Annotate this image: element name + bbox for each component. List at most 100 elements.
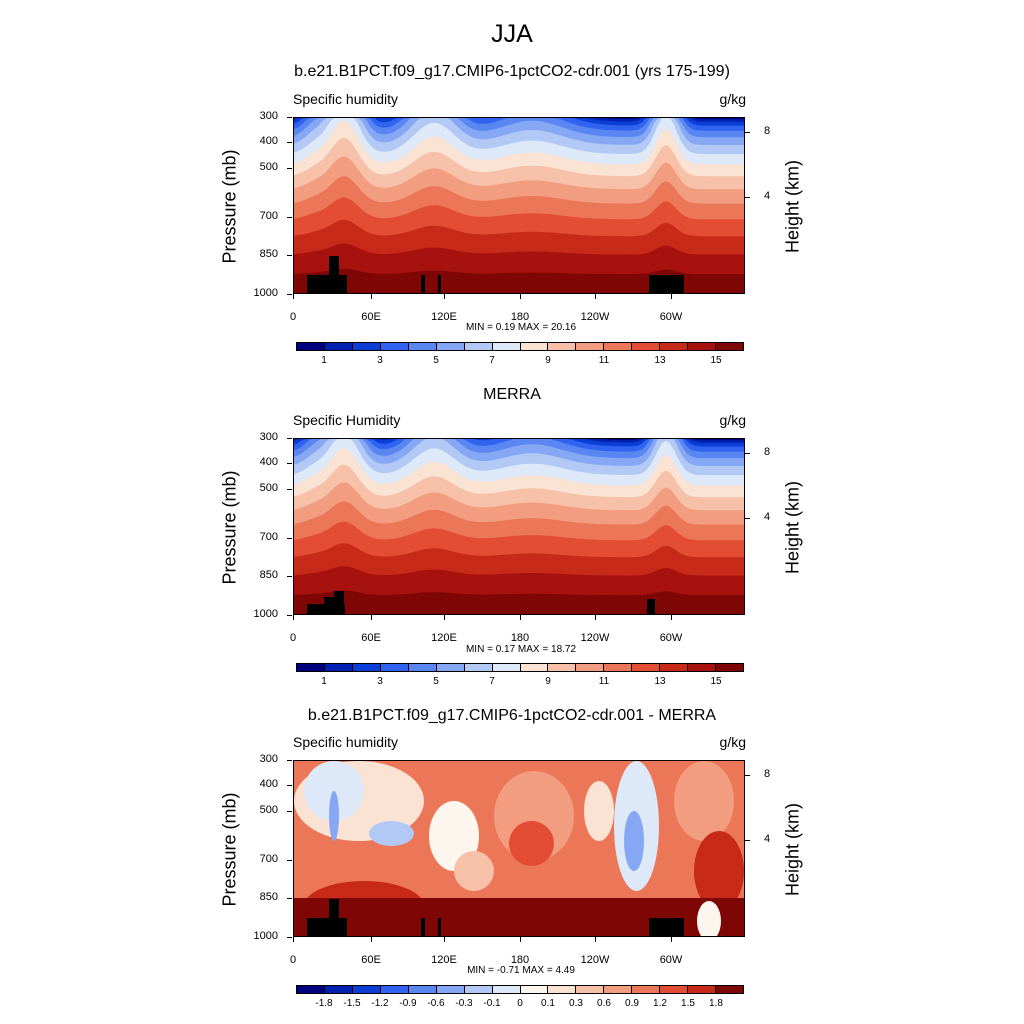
colorbar-swatch <box>632 664 661 671</box>
y2-tick-mark <box>745 452 750 454</box>
y-tick-mark <box>287 167 292 169</box>
colorbar-label: 1.8 <box>709 998 723 1009</box>
topography-mask <box>329 899 339 936</box>
colorbar-label: -1.5 <box>343 998 361 1009</box>
y-tick-label: 700 <box>259 531 278 544</box>
colorbar-swatch <box>576 343 605 350</box>
colorbar-label: 7 <box>489 355 495 366</box>
contour-level <box>697 901 721 936</box>
colorbar-label: 11 <box>598 355 610 366</box>
y-tick-mark <box>287 615 292 616</box>
x-tick-mark <box>520 615 521 620</box>
panel-1-stats: MIN = 0.19 MAX = 20.16 <box>465 322 577 333</box>
colorbar-swatch <box>297 343 325 350</box>
y-tick-mark <box>287 760 292 761</box>
colorbar-swatch <box>464 664 493 671</box>
topography-mask <box>329 256 339 293</box>
colorbar-swatch <box>716 986 743 993</box>
y-tick-mark <box>287 142 292 144</box>
x-tick-mark <box>293 294 294 299</box>
y-tick-label: 850 <box>259 569 278 582</box>
panel-3-colorbar <box>296 985 744 994</box>
topography-mask <box>438 275 441 293</box>
topography-mask <box>438 918 441 936</box>
x-tick-mark <box>293 937 294 942</box>
colorbar-swatch <box>352 664 381 671</box>
colorbar-swatch <box>716 664 743 671</box>
topography-mask <box>324 597 334 614</box>
y2-tick-mark <box>745 774 750 776</box>
colorbar-label: 3 <box>377 676 383 687</box>
colorbar-swatch <box>408 664 437 671</box>
colorbar-swatch <box>464 343 493 350</box>
contour-level <box>294 268 744 293</box>
panel-1-units-label: g/kg <box>719 91 746 107</box>
colorbar-label: 3 <box>377 355 383 366</box>
colorbar-label: -0.6 <box>427 998 445 1009</box>
y-axis-title: Pressure (mb) <box>219 469 240 585</box>
colorbar-swatch <box>576 986 605 993</box>
colorbar-label: 1.5 <box>681 998 695 1009</box>
x-tick-label: 120W <box>580 954 610 966</box>
x-tick-mark <box>371 937 372 942</box>
y-tick-mark <box>287 488 292 490</box>
y2-tick-label: 8 <box>764 767 771 780</box>
colorbar-label: 0 <box>517 998 523 1009</box>
topography-mask <box>421 275 425 293</box>
contour-level <box>584 781 614 841</box>
x-tick-label: 60E <box>361 632 381 644</box>
colorbar-swatch <box>548 986 577 993</box>
y-tick-mark <box>287 538 292 540</box>
x-tick-label: 180 <box>510 311 530 323</box>
x-tick-label: 0 <box>289 311 297 323</box>
colorbar-swatch <box>716 343 743 350</box>
y-tick-label: 1000 <box>253 287 278 299</box>
topography-mask <box>421 918 425 936</box>
panel-2-units-label: g/kg <box>719 412 746 428</box>
y-tick-mark <box>287 860 292 862</box>
y-tick-label: 400 <box>259 778 278 791</box>
colorbar-swatch <box>324 664 353 671</box>
y-tick-label: 300 <box>259 431 278 443</box>
y2-tick-label: 8 <box>764 445 771 458</box>
y2-tick-label: 4 <box>764 189 771 202</box>
y-tick-mark <box>287 294 292 295</box>
x-tick-mark <box>520 937 521 942</box>
colorbar-label: 0.3 <box>569 998 583 1009</box>
x-tick-label: 60E <box>361 311 381 323</box>
y-tick-label: 700 <box>259 853 278 866</box>
panel-2-stats: MIN = 0.17 MAX = 18.72 <box>465 644 577 655</box>
colorbar-swatch <box>604 343 633 350</box>
x-tick-label: 0 <box>289 632 297 644</box>
colorbar-label: -1.2 <box>371 998 389 1009</box>
y-tick-mark <box>287 117 292 118</box>
colorbar-label: 13 <box>654 355 666 366</box>
y-axis-title: Pressure (mb) <box>219 791 240 907</box>
y2-axis-title: Height (km) <box>782 159 803 253</box>
colorbar-swatch <box>492 986 521 993</box>
colorbar-swatch <box>492 343 521 350</box>
y-tick-label: 1000 <box>253 930 278 942</box>
colorbar-label: 15 <box>710 355 722 366</box>
colorbar-swatch <box>632 343 661 350</box>
y2-tick-mark <box>745 839 750 841</box>
panel-1-title: b.e21.B1PCT.f09_g17.CMIP6-1pctCO2-cdr.00… <box>294 63 730 80</box>
x-tick-label: 60W <box>659 632 683 644</box>
panel-2-title: MERRA <box>483 386 541 403</box>
contour-level <box>294 590 744 614</box>
colorbar-swatch <box>520 343 549 350</box>
x-tick-label: 120W <box>580 311 610 323</box>
topography-mask <box>334 591 344 614</box>
colorbar-label: -1.8 <box>315 998 333 1009</box>
x-tick-label: 120W <box>580 632 610 644</box>
panel-1-contour-plot <box>293 117 745 294</box>
colorbar-swatch <box>660 664 689 671</box>
x-tick-mark <box>444 937 445 942</box>
y2-axis-title: Height (km) <box>782 802 803 896</box>
x-tick-mark <box>595 937 596 942</box>
y-tick-label: 1000 <box>253 608 278 620</box>
contour-field <box>294 761 744 936</box>
x-tick-mark <box>293 615 294 620</box>
colorbar-swatch <box>436 664 465 671</box>
topography-mask <box>307 918 347 936</box>
